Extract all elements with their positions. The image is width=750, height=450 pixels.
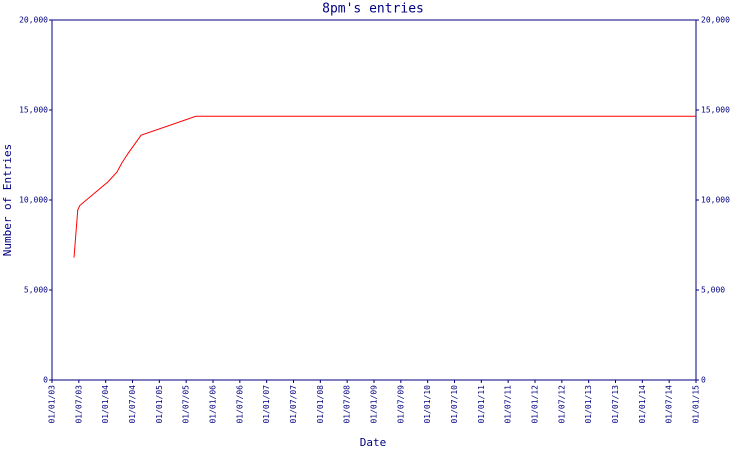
x-tick-label: 01/01/09 (370, 385, 379, 424)
x-tick-label: 01/07/03 (74, 385, 83, 424)
x-tick-label: 01/07/12 (557, 385, 566, 424)
plot-frame (51, 19, 697, 381)
x-tick-label: 01/07/10 (450, 385, 459, 424)
y-tick-label: 5,000 (24, 286, 48, 295)
x-tick-label: 01/01/14 (638, 385, 647, 424)
x-tick-label: 01/07/13 (611, 385, 620, 424)
x-tick-label: 01/01/03 (48, 385, 57, 424)
y-tick-label: 15,000 (19, 106, 48, 115)
y2-tick-label: 15,000 (701, 106, 730, 115)
x-tick-label: 01/07/14 (665, 385, 674, 424)
x-tick-label: 01/01/08 (316, 385, 325, 424)
x-tick-label: 01/01/05 (155, 385, 164, 424)
x-tick-label: 01/07/11 (504, 385, 513, 424)
x-tick-label: 01/01/15 (692, 385, 701, 424)
x-tick-label: 01/01/07 (262, 385, 271, 424)
y-tick-label: 10,000 (19, 196, 48, 205)
x-tick-label: 01/01/06 (209, 385, 218, 424)
x-tick-label: 01/07/09 (396, 385, 405, 424)
x-tick-label: 01/01/11 (477, 385, 486, 424)
x-tick-label: 01/07/06 (235, 385, 244, 424)
x-tick-label: 01/07/08 (343, 385, 352, 424)
y2-tick-label: 10,000 (701, 196, 730, 205)
x-tick-label: 01/07/05 (182, 385, 191, 424)
x-tick-label: 01/07/04 (128, 385, 137, 424)
x-tick-label: 01/01/04 (101, 385, 110, 424)
y-axis-label: Number of Entries (1, 144, 14, 257)
y2-tick-label: 5,000 (701, 286, 725, 295)
x-tick-label: 01/07/07 (289, 385, 298, 424)
x-tick-label: 01/01/13 (584, 385, 593, 424)
y-tick-label: 0 (43, 376, 48, 385)
data-line (73, 115, 696, 258)
chart-title: 8pm's entries (322, 2, 424, 17)
y2-tick-label: 20,000 (701, 16, 730, 25)
y-tick-label: 20,000 (19, 16, 48, 25)
x-tick-label: 01/01/10 (423, 385, 432, 424)
y2-tick-label: 0 (701, 376, 706, 385)
x-tick-label: 01/01/12 (531, 385, 540, 424)
x-axis-label: Date (360, 436, 387, 449)
